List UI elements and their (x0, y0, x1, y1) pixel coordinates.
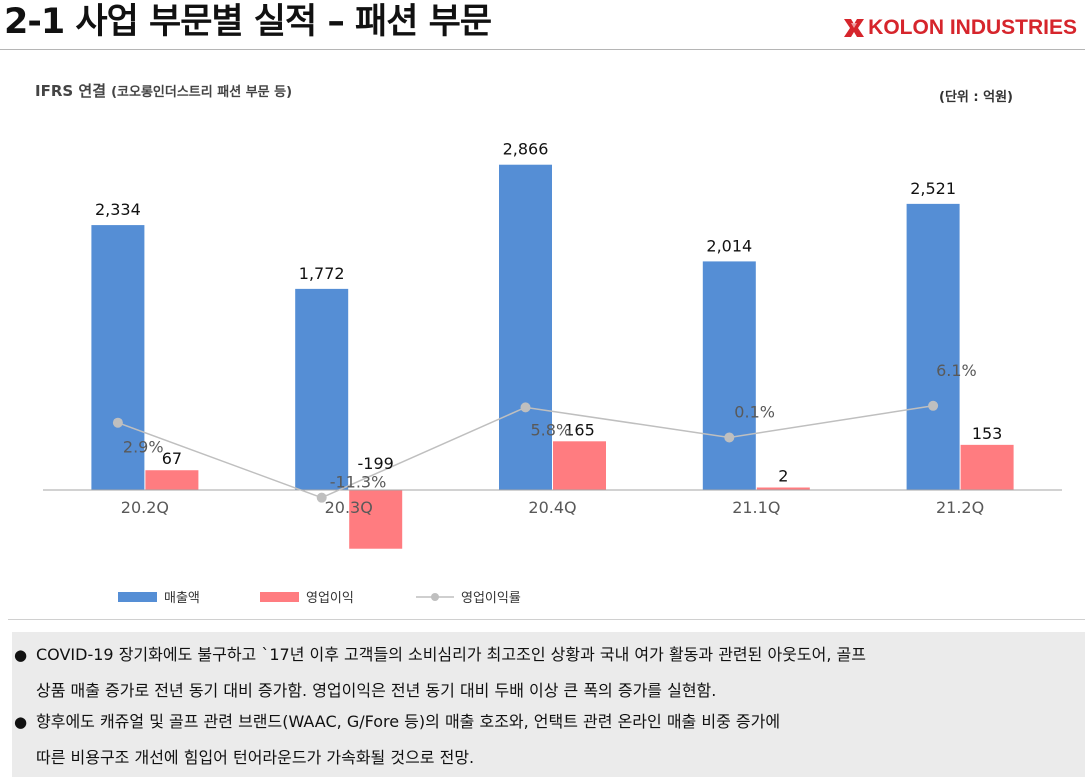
sales-bar (295, 288, 349, 490)
category-tick-label: 20.4Q (528, 498, 576, 517)
legend-label-sales: 매출액 (164, 591, 200, 606)
logo-text: KOLON INDUSTRIES (868, 16, 1077, 39)
legend-swatch-margin-point (431, 593, 439, 601)
margin-value-label: 5.8% (531, 420, 572, 439)
margin-value-label: 6.1% (936, 361, 977, 380)
operating-profit-bar (756, 487, 810, 490)
operating-profit-label: 153 (972, 424, 1003, 443)
operating-profit-bar (960, 444, 1014, 490)
operating-profit-label: 2 (778, 467, 788, 486)
sales-value-label: 1,772 (299, 264, 345, 283)
margin-point (112, 417, 123, 428)
operating-profit-bar (553, 441, 606, 490)
margin-point (520, 402, 531, 413)
notes-box: ● COVID-19 장기화에도 불구하고 `17년 이후 고객들의 소비심리가 … (12, 632, 1085, 777)
sales-bar (702, 261, 756, 490)
margin-point (928, 400, 939, 411)
bullet-icon: ● (14, 646, 28, 664)
margin-value-label: 2.9% (123, 438, 164, 457)
category-tick-label: 20.3Q (325, 498, 373, 517)
company-logo: KOLON INDUSTRIES (844, 14, 1077, 42)
kolon-logo-icon (844, 19, 865, 37)
note-line: COVID-19 장기화에도 불구하고 `17년 이후 고객들의 소비심리가 최… (36, 645, 866, 664)
operating-profit-label: 67 (162, 449, 182, 468)
note-line: 상품 매출 증가로 전년 동기 대비 증가함. 영업이익은 전년 동기 대비 두… (36, 681, 717, 700)
legend-swatch-sales (118, 592, 157, 602)
margin-point (724, 432, 735, 443)
sales-value-label: 2,334 (95, 200, 141, 219)
sales-value-label: 2,866 (503, 140, 549, 159)
unit-label: (단위 : 억원) (939, 90, 1013, 105)
margin-value-label: -11.3% (330, 473, 387, 492)
subtitle-detail: (코오롱인더스트리 패션 부문 등) (111, 85, 293, 100)
operating-profit-label: 165 (564, 420, 595, 439)
category-tick-label: 21.2Q (936, 498, 984, 517)
note-line: 따른 비용구조 개선에 힘입어 턴어라운드가 가속화될 것으로 전망. (36, 748, 475, 767)
sales-bar (91, 225, 145, 490)
subtitle-main: IFRS 연결 (35, 82, 107, 100)
page-title: 2-1 사업 부문별 실적 – 패션 부문 (4, 2, 492, 42)
legend-label-margin: 영업이익률 (461, 591, 521, 606)
legend-label-operating-profit: 영업이익 (306, 591, 354, 606)
sales-bar (499, 164, 552, 491)
performance-chart: 20.2Q 20.3Q 20.4Q 21.1Q 21.2Q 2,334 1,772 2,866… (43, 140, 1062, 606)
note-item: ● COVID-19 장기화에도 불구하고 `17년 이후 고객들의 소비심리가 … (14, 637, 1074, 708)
sales-value-label: 2,521 (910, 179, 956, 198)
legend-swatch-operating-profit (260, 592, 299, 602)
category-tick-label: 20.2Q (121, 498, 169, 517)
margin-value-label: 0.1% (734, 402, 775, 421)
bottom-divider (8, 619, 1085, 620)
operating-profit-bar (349, 490, 403, 549)
note-line: 향후에도 캐쥬얼 및 골프 관련 브랜드(WAAC, G/Fore 등)의 매출… (36, 712, 781, 731)
operating-profit-bar (145, 470, 199, 490)
margin-point (316, 492, 327, 503)
sales-value-label: 2,014 (706, 236, 752, 255)
title-divider (0, 49, 1085, 50)
chart-subtitle: IFRS 연결 (코오롱인더스트리 패션 부문 등) (35, 80, 292, 101)
operating-profit-label: -199 (358, 454, 394, 473)
category-tick-label: 21.1Q (732, 498, 780, 517)
bullet-icon: ● (14, 713, 28, 731)
note-item: ● 향후에도 캐쥬얼 및 골프 관련 브랜드(WAAC, G/Fore 등)의 매… (14, 704, 1074, 775)
sales-bar (906, 203, 960, 490)
